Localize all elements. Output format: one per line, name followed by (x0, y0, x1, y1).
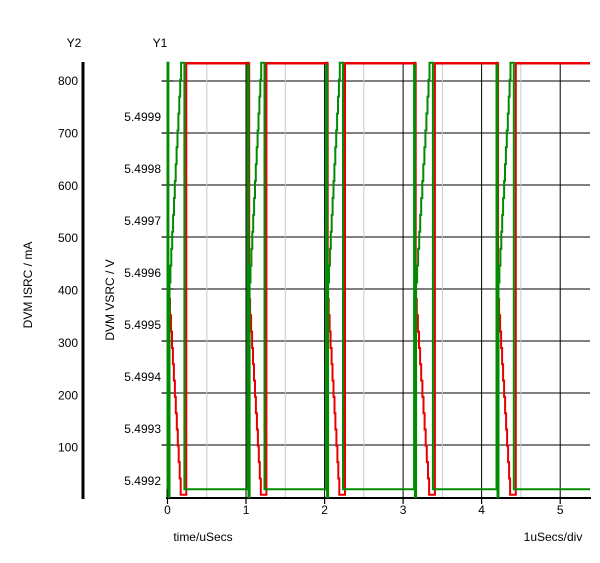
y2-tick-label: 800 (58, 74, 78, 88)
y2-tick-label: 500 (58, 231, 78, 245)
y1-tick-label: 5.4997 (124, 214, 161, 228)
per-div-label: 1uSecs/div (524, 530, 583, 544)
y1-tick-label: 5.4993 (124, 422, 161, 436)
y2-tick-label: 100 (58, 441, 78, 455)
y1-axis-header: Y1 (153, 36, 168, 50)
y1-tick-label: 5.4992 (124, 474, 161, 488)
x-tick-label: 2 (321, 503, 328, 517)
x-tick-label: 5 (557, 503, 564, 517)
x-tick-label: 3 (400, 503, 407, 517)
y1-axis-title: DVM VSRC / V (103, 259, 117, 340)
y2-tick-label: 700 (58, 126, 78, 140)
y2-axis-header: Y2 (67, 36, 82, 50)
y2-axis-title: DVM ISRC / mA (21, 242, 35, 329)
y2-tick-label: 600 (58, 179, 78, 193)
y2-tick-label: 300 (58, 336, 78, 350)
x-tick-label: 0 (164, 503, 171, 517)
trace-isrc (167, 62, 590, 496)
x-axis-title: time/uSecs (173, 530, 232, 544)
y1-tick-label: 5.4998 (124, 162, 161, 176)
trace-vsrc (166, 61, 590, 498)
y1-tick-label: 5.4999 (124, 110, 161, 124)
x-tick-label: 1 (243, 503, 250, 517)
y2-tick-label: 200 (58, 388, 78, 402)
y1-tick-label: 5.4996 (124, 266, 161, 280)
y2-tick-label: 400 (58, 284, 78, 298)
y1-tick-label: 5.4994 (124, 370, 161, 384)
x-tick-label: 4 (478, 503, 485, 517)
y1-tick-label: 5.4995 (124, 318, 161, 332)
